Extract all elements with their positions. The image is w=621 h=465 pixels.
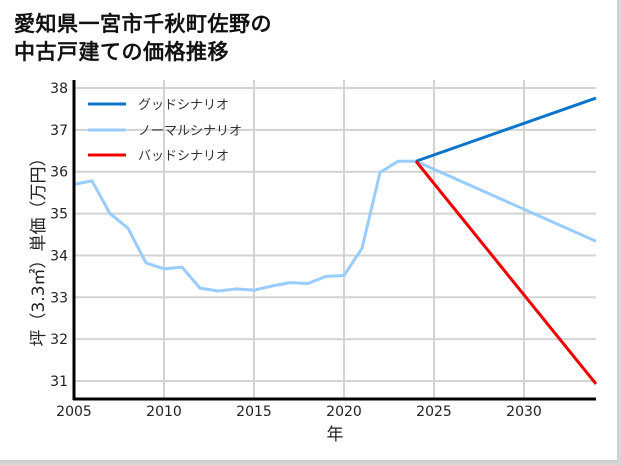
y-tick-label: 37	[50, 123, 68, 139]
tick-labels: 31 32 33 34 35 36 37 38 2005 2010 2015 2020 2025 2030	[50, 81, 542, 420]
x-tick-label: 2005	[56, 404, 92, 420]
legend: グッドシナリオ ノーマルシナリオ バッドシナリオ	[88, 98, 242, 164]
x-tick-label: 2010	[146, 404, 182, 420]
legend-label-good: グッドシナリオ	[138, 98, 229, 113]
series-line-0	[73, 159, 597, 293]
axes	[72, 80, 596, 401]
y-tick-label: 35	[50, 207, 68, 223]
y-tick-label: 31	[50, 374, 68, 390]
legend-label-normal: ノーマルシナリオ	[138, 124, 242, 139]
x-axis-label: 年	[327, 425, 344, 445]
x-tick-label: 2030	[506, 404, 542, 420]
title-line-1: 愛知県一宮市千秋町佐野の	[14, 12, 272, 36]
series-lines	[73, 96, 598, 385]
x-tick-label: 2025	[416, 404, 452, 420]
y-tick-label: 34	[50, 248, 68, 264]
legend-label-bad: バッドシナリオ	[138, 149, 229, 164]
series-line-2	[414, 160, 598, 385]
y-axis-label: 坪（3.3㎡）単価（万円）	[29, 149, 49, 346]
title-line-2: 中古戸建ての価格推移	[14, 40, 229, 64]
y-tick-label: 36	[50, 165, 68, 181]
y-tick-label: 32	[50, 332, 68, 348]
x-tick-label: 2015	[236, 404, 272, 420]
x-tick-label: 2020	[326, 404, 362, 420]
series-line-1	[415, 96, 597, 163]
y-tick-label: 38	[50, 81, 68, 97]
chart-title: 愛知県一宮市千秋町佐野の 中古戸建ての価格推移	[14, 10, 272, 66]
y-tick-label: 33	[50, 290, 68, 306]
